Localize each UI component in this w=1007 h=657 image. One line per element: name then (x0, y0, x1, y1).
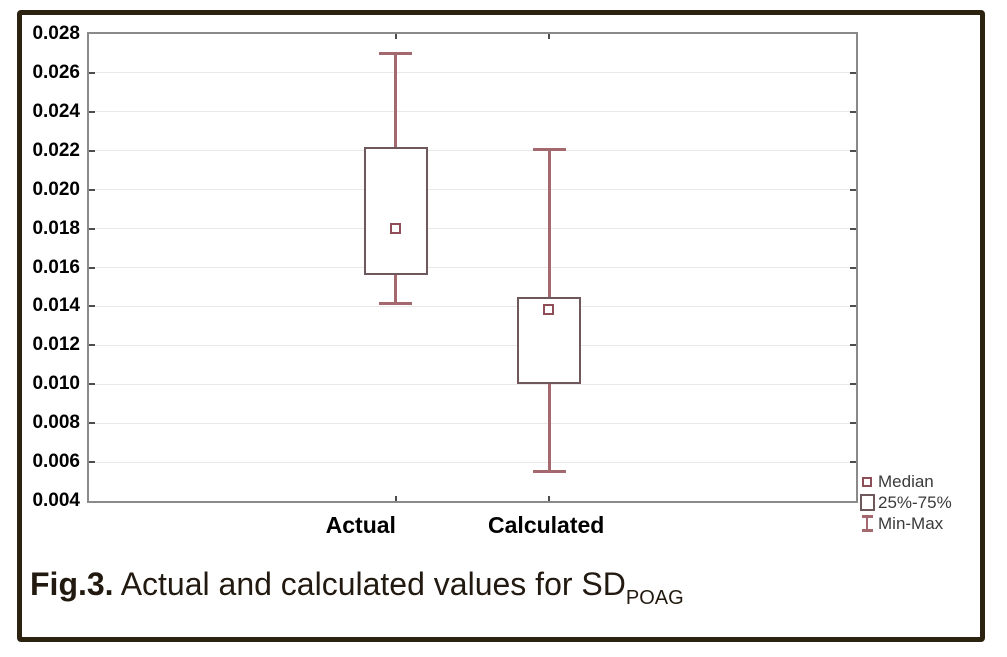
x-tick-bottom (548, 496, 551, 501)
y-tick-right (850, 227, 856, 230)
y-tick-right (850, 71, 856, 74)
y-axis-tick-label: 0.010 (32, 373, 80, 395)
caption-text: Actual and calculated values for SD (113, 566, 626, 602)
legend-label: 25%-75% (878, 492, 952, 512)
y-tick-right (850, 344, 856, 347)
min-whisker-cap (379, 302, 413, 306)
y-axis-tick-label: 0.004 (32, 490, 80, 511)
y-tick-right (850, 188, 856, 191)
median-marker-icon (862, 476, 872, 487)
y-tick-left (89, 188, 95, 191)
y-axis-tick-label: 0.008 (32, 412, 80, 434)
y-tick-left (89, 344, 95, 347)
y-axis-tick-label: 0.028 (32, 23, 80, 44)
legend-item-minmax: Min-Max (856, 513, 952, 534)
median-marker-actual (389, 222, 401, 234)
min-whisker-cap (532, 469, 566, 473)
y-axis-tick-label: 0.014 (32, 295, 80, 317)
y-tick-right (850, 461, 856, 464)
gridline (89, 461, 856, 463)
y-tick-left (89, 461, 95, 464)
y-tick-left (89, 227, 95, 230)
y-tick-left (89, 422, 95, 425)
gridline (89, 189, 856, 191)
gridline (89, 383, 856, 385)
y-axis-tick-label: 0.020 (32, 178, 80, 200)
min-max-whisker-icon (861, 515, 873, 532)
box-plot-area (87, 32, 858, 503)
caption-subscript: POAG (625, 587, 684, 609)
y-tick-left (89, 149, 95, 152)
x-tick-top (548, 34, 551, 39)
lower-whisker (547, 384, 551, 472)
legend-label: Median (878, 471, 934, 491)
y-tick-right (850, 422, 856, 425)
median-marker-calculated (543, 304, 555, 316)
x-tick-bottom (394, 496, 397, 501)
y-tick-left (89, 305, 95, 308)
gridline (89, 267, 856, 268)
y-tick-left (89, 266, 95, 269)
gridline (89, 72, 856, 74)
iqr-box-actual (363, 146, 428, 276)
y-tick-left (89, 110, 95, 113)
y-tick-right (850, 383, 856, 386)
gridline (89, 344, 856, 346)
figure-caption: Fig.3. Actual and calculated values for … (30, 566, 684, 609)
gridline (89, 228, 856, 230)
x-tick-top (394, 34, 397, 39)
x-axis-label-actual: Actual (325, 512, 396, 538)
y-axis-tick-label: 0.006 (32, 451, 80, 473)
upper-whisker (394, 53, 398, 147)
gridline (89, 422, 856, 424)
y-tick-right (850, 305, 856, 308)
gridline (89, 150, 856, 152)
y-axis-tick-label: 0.018 (32, 217, 80, 239)
y-tick-left (89, 71, 95, 74)
y-axis-tick-label: 0.012 (32, 334, 80, 356)
y-axis-tick-label: 0.016 (32, 256, 80, 278)
lower-whisker (394, 275, 398, 305)
caption-prefix: Fig.3. (30, 566, 114, 602)
y-tick-right (850, 149, 856, 152)
max-whisker-cap (379, 52, 413, 56)
upper-whisker (547, 148, 551, 297)
y-axis-tick-label: 0.026 (32, 61, 80, 83)
y-axis-tick-label: 0.024 (32, 100, 80, 122)
max-whisker-cap (532, 147, 566, 151)
legend-label: Min-Max (878, 513, 944, 533)
y-tick-right (850, 110, 856, 113)
y-tick-right (850, 266, 856, 269)
iqr-box-icon (859, 494, 875, 511)
y-axis-tick-label: 0.022 (32, 139, 80, 161)
legend-item-iqr: 25%-75% (856, 492, 952, 513)
gridline (89, 111, 856, 113)
y-tick-left (89, 383, 95, 386)
gridline (89, 305, 856, 307)
legend: Median 25%-75% Min-Max (856, 471, 952, 534)
legend-item-median: Median (856, 471, 952, 492)
x-axis-label-calculated: Calculated (488, 512, 605, 538)
